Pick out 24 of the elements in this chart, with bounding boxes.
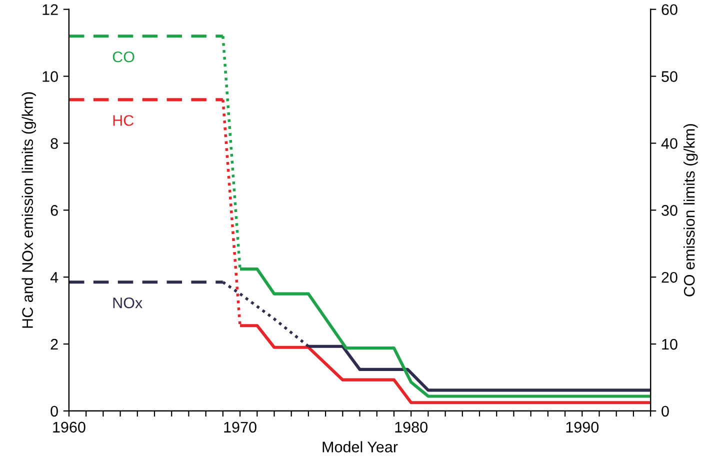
y2-tick-label: 50 xyxy=(662,71,678,82)
series-label: CO xyxy=(112,51,134,62)
y2-tick-label: 60 xyxy=(662,4,678,16)
y-tick-label: 4 xyxy=(50,272,58,283)
x-axis-title: Model Year xyxy=(322,441,398,452)
y-tick-label: 2 xyxy=(50,338,58,350)
y-tick-label: 12 xyxy=(42,4,58,15)
y-tick-label: 10 xyxy=(42,71,58,82)
y2-tick-label: 20 xyxy=(662,272,678,283)
y-tick-label: 6 xyxy=(50,205,58,216)
x-tick-label: 1960 xyxy=(53,422,86,433)
y-tick-label: 8 xyxy=(50,138,58,149)
y-tick-label: 0 xyxy=(50,406,58,417)
x-tick-label: 1980 xyxy=(395,422,428,433)
y2-tick-label: 10 xyxy=(662,338,678,350)
y2-tick-label: 30 xyxy=(662,205,678,216)
series-label: NOx xyxy=(113,297,142,308)
x-tick-label: 1990 xyxy=(566,422,599,433)
y-axis-title: HC and NOx emission limits (g/km) xyxy=(22,92,36,328)
series-label: HC xyxy=(113,115,134,126)
y2-tick-label: 0 xyxy=(662,406,669,417)
y2-axis-title: CO emission limits (g/km) xyxy=(684,124,698,296)
y2-tick-label: 40 xyxy=(661,138,678,149)
x-tick-label: 1970 xyxy=(224,422,256,433)
